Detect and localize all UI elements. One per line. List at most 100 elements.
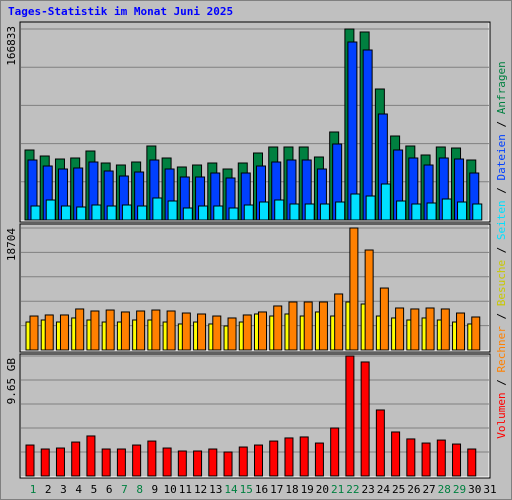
bar bbox=[456, 312, 466, 351]
x-tick-label: 21 bbox=[331, 483, 344, 496]
legend-separator: / bbox=[495, 373, 508, 393]
bar bbox=[167, 200, 178, 221]
x-tick-label: 14 bbox=[224, 483, 238, 496]
bar bbox=[457, 201, 468, 221]
bar bbox=[288, 301, 298, 351]
y-tick-label: 166833 bbox=[5, 26, 18, 66]
x-tick-label: 23 bbox=[362, 483, 375, 496]
bar bbox=[121, 204, 132, 221]
bar bbox=[137, 205, 148, 221]
bar bbox=[335, 201, 346, 221]
bar bbox=[45, 199, 56, 221]
x-tick-label: 28 bbox=[438, 483, 451, 496]
bar bbox=[391, 431, 401, 477]
x-tick-label: 10 bbox=[163, 483, 176, 496]
y-tick-label: 18704 bbox=[5, 228, 18, 261]
bar bbox=[269, 440, 279, 477]
x-tick-label: 2 bbox=[45, 483, 52, 496]
bar bbox=[284, 437, 294, 477]
legend-separator: / bbox=[495, 306, 508, 326]
x-tick-label: 22 bbox=[346, 483, 359, 496]
x-tick-label: 26 bbox=[407, 483, 420, 496]
bar bbox=[208, 448, 218, 477]
bar bbox=[299, 436, 309, 477]
bar bbox=[274, 199, 285, 221]
bar bbox=[152, 197, 163, 221]
bar bbox=[365, 195, 376, 221]
bar bbox=[375, 409, 385, 477]
legend-entry: Volumen bbox=[495, 392, 508, 438]
bar bbox=[90, 310, 100, 351]
bar bbox=[410, 308, 420, 351]
x-tick-label: 9 bbox=[152, 483, 159, 496]
bar bbox=[198, 205, 209, 221]
bar bbox=[238, 446, 248, 477]
x-tick-label: 27 bbox=[422, 483, 435, 496]
legend-entry: Dateien bbox=[495, 134, 508, 180]
bar bbox=[360, 361, 370, 477]
x-tick-label: 29 bbox=[453, 483, 466, 496]
bar bbox=[60, 205, 71, 221]
x-tick-label: 6 bbox=[106, 483, 113, 496]
bar bbox=[440, 308, 450, 351]
x-tick-label: 12 bbox=[194, 483, 207, 496]
bar bbox=[132, 444, 142, 477]
x-tick-label: 3 bbox=[60, 483, 67, 496]
bar bbox=[101, 448, 111, 477]
bar bbox=[380, 183, 391, 221]
x-tick-label: 19 bbox=[301, 483, 314, 496]
bar bbox=[116, 448, 126, 477]
bar bbox=[471, 316, 481, 351]
bar bbox=[472, 203, 483, 221]
bar bbox=[467, 448, 477, 477]
bar bbox=[106, 205, 117, 221]
bar bbox=[289, 203, 300, 221]
bar bbox=[162, 447, 172, 477]
bar bbox=[304, 203, 315, 221]
bar bbox=[318, 301, 328, 351]
bar bbox=[364, 249, 374, 351]
bar bbox=[330, 427, 340, 477]
bar bbox=[212, 315, 222, 351]
x-tick-label: 8 bbox=[136, 483, 143, 496]
bar bbox=[347, 41, 358, 221]
y-tick-label: 9.65 GB bbox=[5, 358, 18, 405]
bar bbox=[213, 205, 224, 221]
x-tick-label: 30 bbox=[468, 483, 481, 496]
bar bbox=[396, 200, 407, 221]
bar bbox=[76, 206, 87, 221]
bar bbox=[75, 308, 85, 351]
bar bbox=[254, 444, 263, 477]
bar bbox=[314, 442, 324, 477]
bar bbox=[345, 355, 355, 477]
legend-entry: Besuche bbox=[495, 260, 508, 306]
bar bbox=[350, 193, 361, 221]
bar bbox=[151, 309, 161, 351]
x-tick-label: 20 bbox=[316, 483, 329, 496]
bar bbox=[55, 447, 65, 477]
bar bbox=[193, 450, 203, 477]
bar bbox=[71, 441, 81, 477]
legend-entry: Rechner bbox=[495, 326, 508, 373]
bar bbox=[182, 207, 193, 221]
x-tick-label: 5 bbox=[91, 483, 98, 496]
bar bbox=[379, 287, 389, 351]
bar bbox=[273, 305, 283, 351]
chart-title: Tages-Statistik im Monat Juni 2025 bbox=[8, 5, 233, 18]
bar bbox=[303, 301, 313, 351]
bar bbox=[426, 202, 437, 221]
bar bbox=[334, 293, 344, 351]
legend-entry: Seiten bbox=[495, 200, 508, 240]
legend-separator: / bbox=[495, 114, 508, 134]
bar bbox=[120, 311, 130, 351]
x-tick-label: 16 bbox=[255, 483, 268, 496]
x-tick-label: 13 bbox=[209, 483, 222, 496]
x-tick-label: 7 bbox=[121, 483, 128, 496]
x-tick-label: 25 bbox=[392, 483, 405, 496]
bar bbox=[243, 204, 254, 221]
x-tick-label: 17 bbox=[270, 483, 283, 496]
bar bbox=[59, 314, 69, 351]
bar bbox=[259, 201, 269, 221]
bar bbox=[30, 205, 41, 221]
